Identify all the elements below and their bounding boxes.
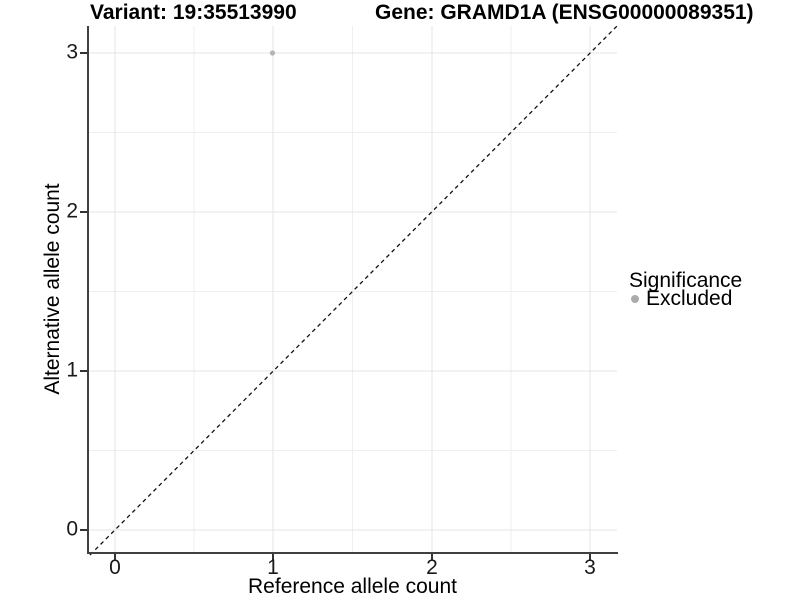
grid-major-horizontal: [88, 52, 617, 531]
legend-point-icon: [631, 295, 639, 303]
grid-major-vertical: [114, 26, 591, 553]
legend-item-label: Excluded: [646, 287, 733, 310]
identity-line: [89, 24, 619, 556]
y-tick-label-1: 1: [66, 358, 78, 382]
axis-tick-marks: [80, 52, 591, 561]
x-tick-label-3: 3: [584, 556, 596, 579]
axis-lines: [87, 26, 618, 554]
legend-title: Significance: [629, 269, 743, 292]
x-tick-label-2: 2: [426, 556, 438, 579]
grid-minor-horizontal: [88, 132, 617, 451]
y-tick-label-2: 2: [66, 199, 78, 223]
y-axis-title: Alternative allele count: [41, 183, 64, 395]
x-tick-label-1: 1: [267, 556, 279, 579]
gene-title: Gene: GRAMD1A (ENSG00000089351): [375, 1, 754, 24]
variant-title: Variant: 19:35513990: [90, 1, 297, 24]
grid-minor-vertical: [193, 26, 512, 553]
y-tick-label-3: 3: [66, 40, 78, 64]
legend-item-excluded: Excluded: [631, 287, 733, 310]
x-tick-label-0: 0: [109, 556, 121, 579]
x-axis-title: Reference allele count: [248, 575, 457, 598]
data-point-excluded: [269, 50, 276, 56]
y-tick-label-0: 0: [66, 517, 78, 541]
